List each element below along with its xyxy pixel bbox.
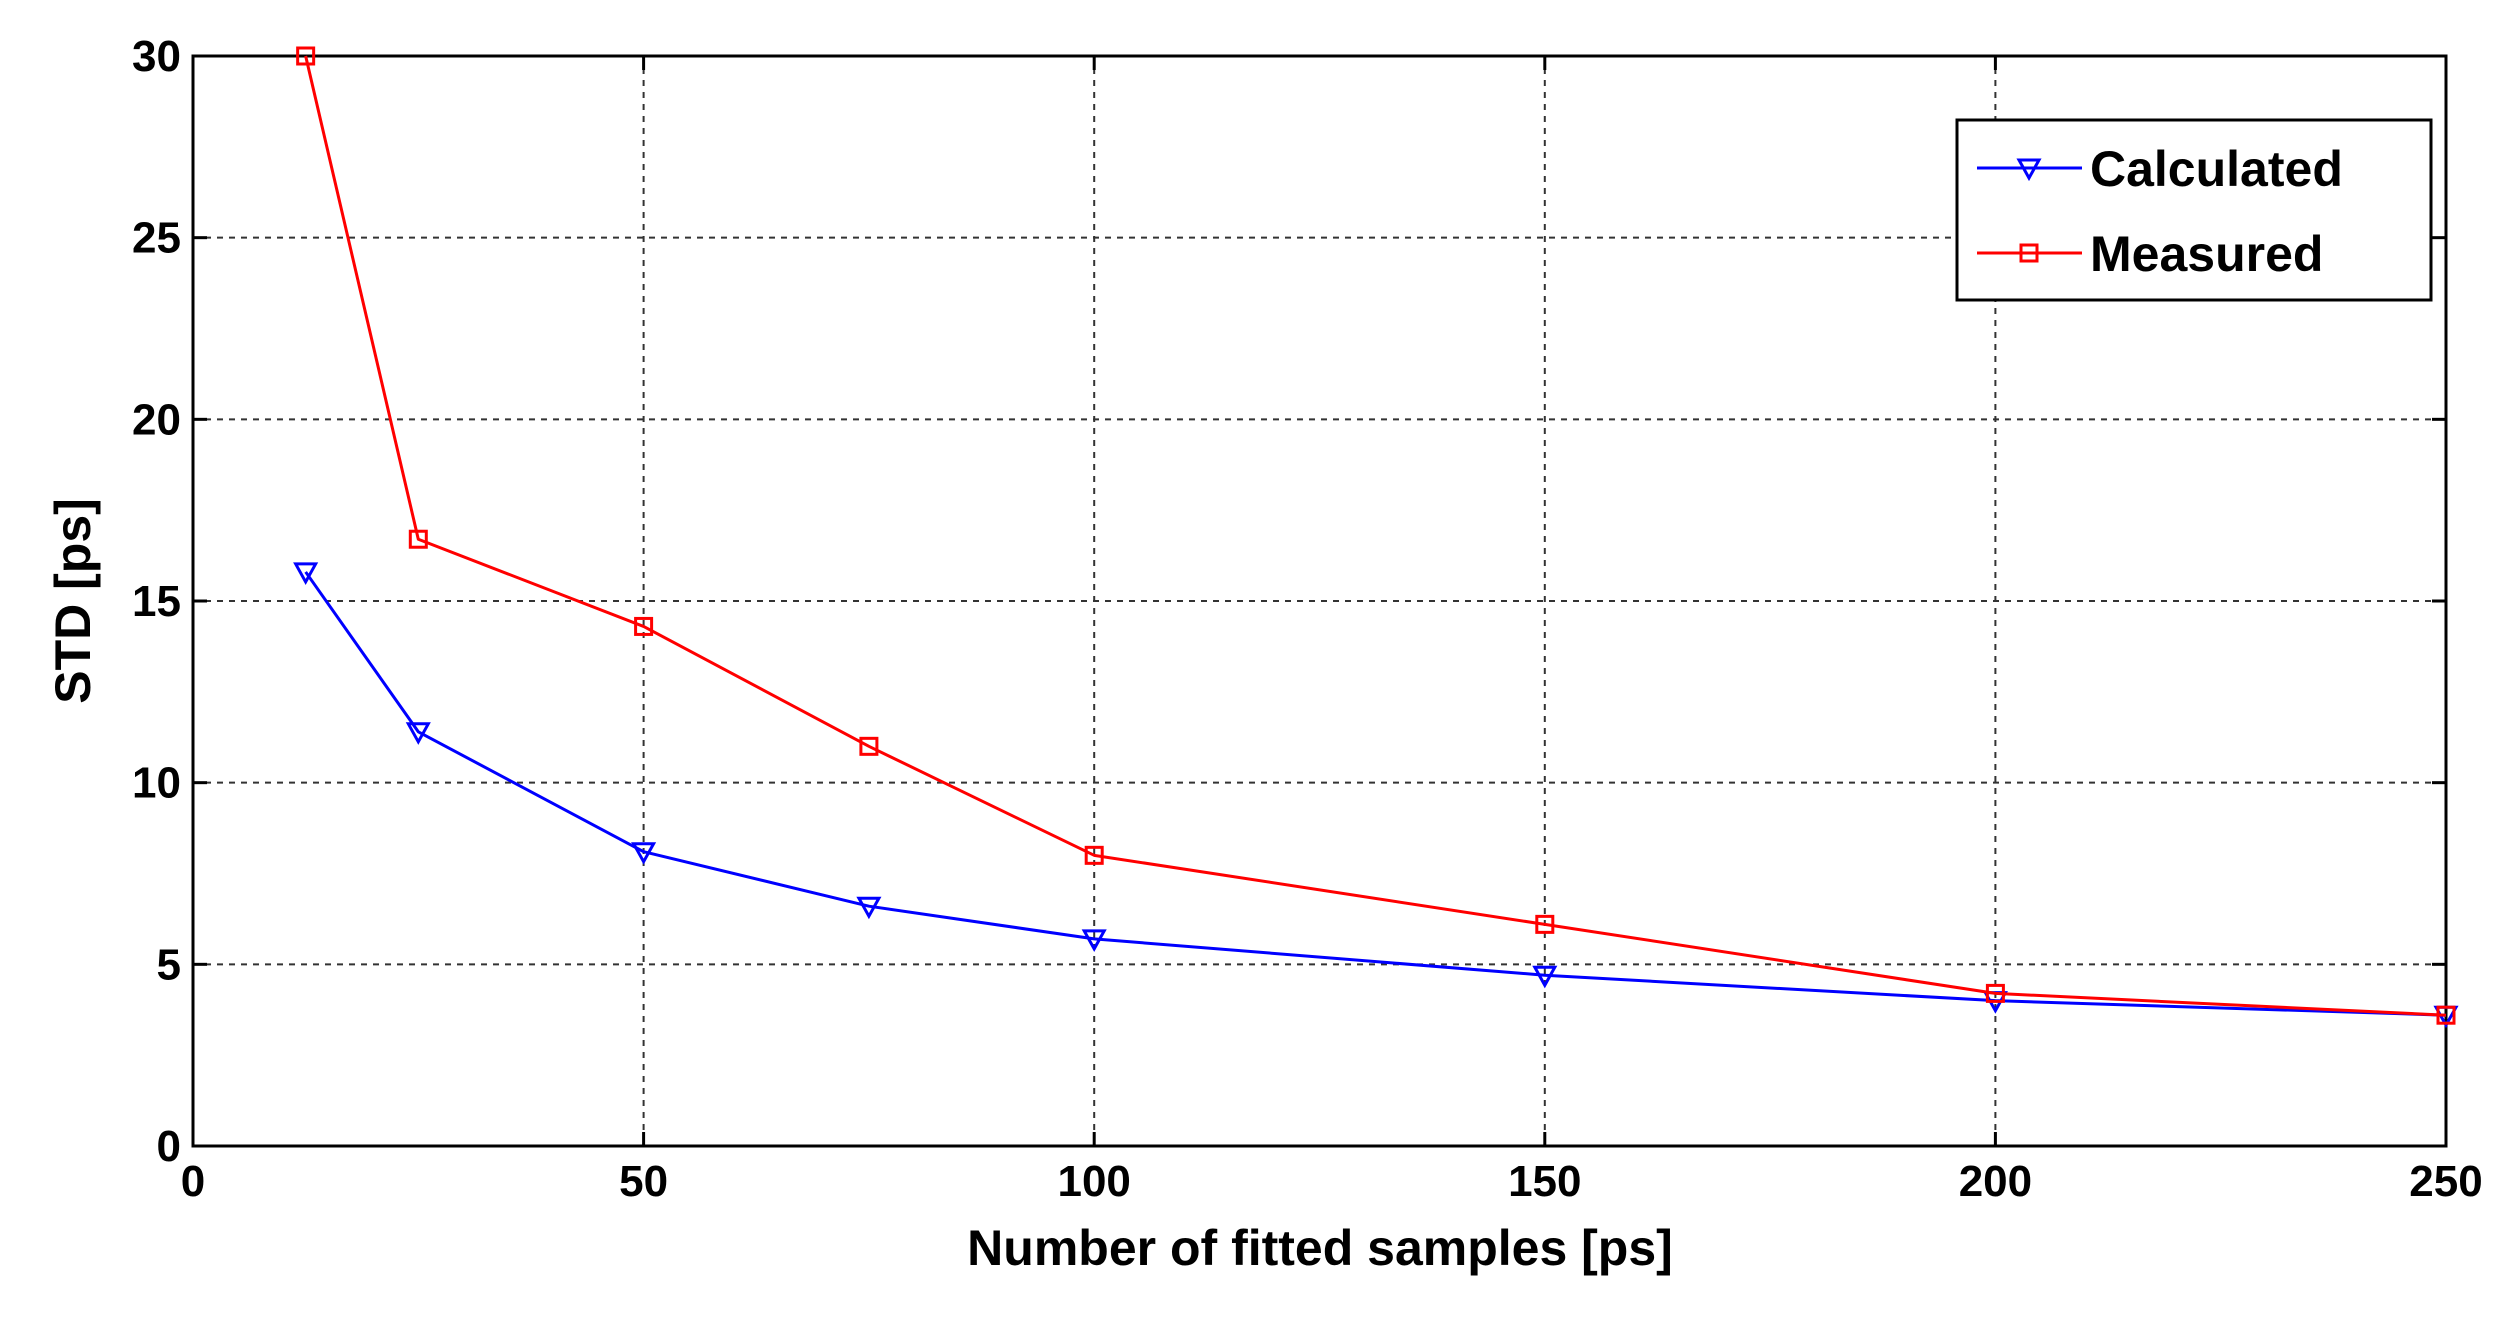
x-tick-label: 150: [1508, 1157, 1581, 1206]
y-tick-label: 25: [132, 214, 181, 263]
x-axis-title: Number of fitted samples [ps]: [967, 1220, 1673, 1276]
x-tick-label: 100: [1057, 1157, 1130, 1206]
data-point-measured: [408, 529, 428, 549]
legend: Calculated Measured: [1955, 118, 2433, 302]
legend-label-measured: Measured: [2090, 226, 2323, 282]
data-point-measured: [1985, 983, 2005, 1003]
y-tick-label: 10: [132, 759, 181, 808]
legend-item-calculated: Calculated: [1977, 141, 2343, 197]
data-point-measured: [296, 46, 316, 66]
y-tick-label: 0: [157, 1122, 181, 1171]
data-point-calculated: [405, 722, 431, 745]
y-tick-label: 5: [157, 940, 181, 989]
data-point-measured: [859, 736, 879, 756]
legend-label-calculated: Calculated: [2090, 141, 2343, 197]
legend-box: [1955, 118, 2433, 302]
data-point-calculated: [631, 842, 657, 865]
data-point-measured: [1084, 845, 1104, 865]
x-tick-label: 250: [2409, 1157, 2482, 1206]
data-point-measured: [634, 616, 654, 636]
legend-marker-measured: [2019, 243, 2039, 263]
data-point-calculated: [856, 896, 882, 920]
x-tick-label: 200: [1959, 1157, 2032, 1206]
data-point-measured: [1535, 914, 1555, 934]
data-series: [293, 46, 2459, 1029]
series-line-measured: [304, 55, 2447, 1017]
y-axis-title: STD [ps]: [45, 498, 101, 704]
y-tick-label: 15: [132, 577, 181, 626]
data-point-calculated: [1532, 965, 1558, 989]
data-point-calculated: [1081, 929, 1107, 952]
legend-marker-calculated: [2016, 158, 2042, 182]
legend-item-measured: Measured: [1977, 226, 2323, 282]
x-tick-label: 50: [619, 1157, 668, 1206]
y-tick-label: 30: [132, 32, 181, 81]
data-point-measured: [2436, 1005, 2456, 1025]
axis-ticks: 0 50 100 150 200 250 0 5 10 15 20 25 30: [132, 32, 2483, 1206]
x-tick-label: 0: [181, 1157, 205, 1206]
series-measured: [296, 46, 2456, 1025]
data-point-calculated: [293, 562, 319, 586]
y-tick-label: 20: [132, 395, 181, 444]
series-line-calculated: [304, 571, 2447, 1017]
